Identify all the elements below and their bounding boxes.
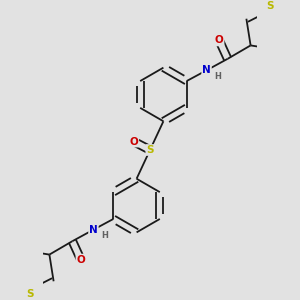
Text: H: H: [101, 231, 108, 240]
Text: N: N: [89, 225, 98, 235]
Text: S: S: [146, 145, 154, 155]
Text: S: S: [267, 2, 274, 11]
Text: H: H: [214, 72, 221, 81]
Text: N: N: [202, 65, 211, 75]
Text: S: S: [26, 289, 33, 298]
Text: O: O: [76, 255, 85, 265]
Text: O: O: [130, 136, 138, 147]
Text: O: O: [215, 35, 224, 45]
